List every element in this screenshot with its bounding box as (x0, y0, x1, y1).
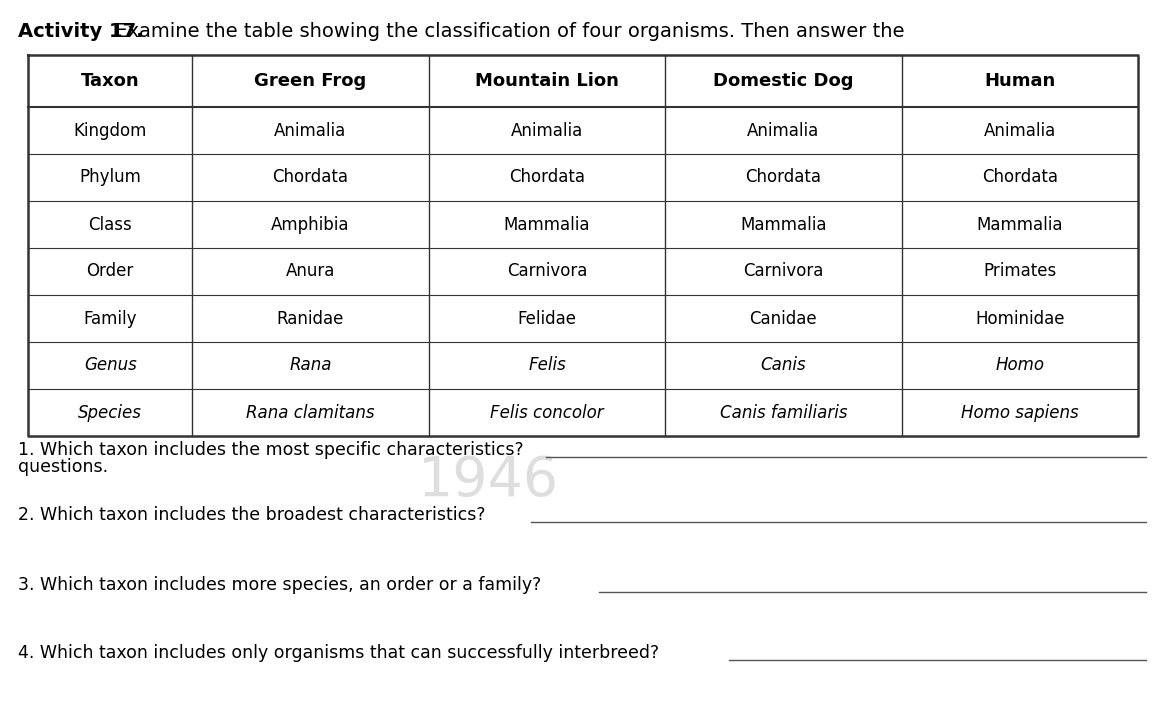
Text: Felis: Felis (528, 356, 566, 374)
Text: Canis familiaris: Canis familiaris (719, 404, 847, 421)
Text: questions.: questions. (17, 458, 108, 476)
Text: Primates: Primates (984, 262, 1057, 280)
Text: Green Frog: Green Frog (255, 72, 367, 90)
Text: Class: Class (88, 215, 132, 233)
Text: Carnivora: Carnivora (743, 262, 824, 280)
Text: Homo: Homo (995, 356, 1044, 374)
Text: Mountain Lion: Mountain Lion (475, 72, 619, 90)
Text: Domestic Dog: Domestic Dog (714, 72, 853, 90)
Text: Phylum: Phylum (79, 168, 141, 187)
Text: Animalia: Animalia (511, 121, 583, 140)
Text: Mammalia: Mammalia (977, 215, 1063, 233)
Text: Hominidae: Hominidae (975, 309, 1065, 327)
Text: Chordata: Chordata (981, 168, 1058, 187)
Text: Examine the table showing the classification of four organisms. Then answer the: Examine the table showing the classifica… (109, 22, 904, 41)
Text: Mammalia: Mammalia (740, 215, 826, 233)
Text: Rana: Rana (289, 356, 332, 374)
Text: Genus: Genus (84, 356, 136, 374)
Text: Taxon: Taxon (80, 72, 140, 90)
Text: Chordata: Chordata (509, 168, 585, 187)
Text: Activity 17.: Activity 17. (17, 22, 143, 41)
Text: Animalia: Animalia (275, 121, 347, 140)
Text: Carnivora: Carnivora (506, 262, 587, 280)
Text: Kingdom: Kingdom (73, 121, 147, 140)
Text: 1. Which taxon includes the most specific characteristics?: 1. Which taxon includes the most specifi… (17, 441, 524, 459)
Text: 2. Which taxon includes the broadest characteristics?: 2. Which taxon includes the broadest cha… (17, 506, 485, 524)
Text: Family: Family (84, 309, 137, 327)
Text: Chordata: Chordata (272, 168, 348, 187)
Text: Canidae: Canidae (750, 309, 817, 327)
Text: Animalia: Animalia (747, 121, 819, 140)
Text: Amphibia: Amphibia (271, 215, 349, 233)
Text: Anura: Anura (286, 262, 335, 280)
Text: Homo sapiens: Homo sapiens (961, 404, 1079, 421)
Text: Mammalia: Mammalia (504, 215, 590, 233)
Text: Chordata: Chordata (745, 168, 822, 187)
Text: Felis concolor: Felis concolor (490, 404, 604, 421)
Text: Human: Human (984, 72, 1056, 90)
Text: 4. Which taxon includes only organisms that can successfully interbreed?: 4. Which taxon includes only organisms t… (17, 644, 659, 662)
Text: Rana clamitans: Rana clamitans (247, 404, 375, 421)
Text: 1946: 1946 (418, 454, 560, 508)
Text: Canis: Canis (760, 356, 807, 374)
Text: Animalia: Animalia (984, 121, 1056, 140)
Text: 3. Which taxon includes more species, an order or a family?: 3. Which taxon includes more species, an… (17, 576, 541, 594)
Text: Ranidae: Ranidae (277, 309, 345, 327)
Text: Species: Species (78, 404, 142, 421)
Text: Order: Order (86, 262, 134, 280)
Text: Felidae: Felidae (518, 309, 576, 327)
